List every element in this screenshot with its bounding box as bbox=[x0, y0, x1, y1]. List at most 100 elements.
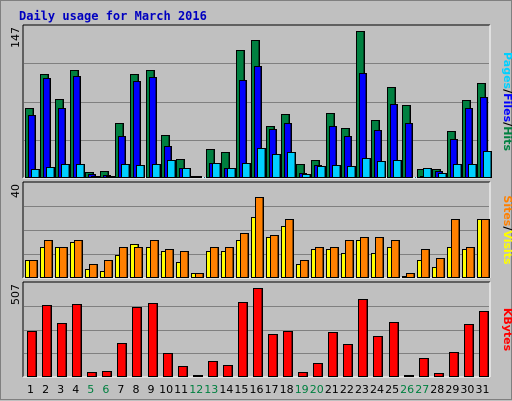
bar-kbytes-day-28 bbox=[434, 373, 444, 377]
legend-kbytes: KBytes bbox=[501, 308, 512, 352]
bar-kbytes-day-29 bbox=[449, 352, 459, 377]
bar-pages-day-23 bbox=[362, 158, 371, 178]
legend-sites: Sites bbox=[501, 195, 512, 226]
bar-pages-day-7 bbox=[121, 164, 130, 178]
bar-sites-day-22 bbox=[345, 240, 354, 278]
bar-sites-day-30 bbox=[466, 247, 475, 278]
bar-pages-day-25 bbox=[393, 160, 402, 178]
legend-pages: Pages bbox=[501, 52, 512, 90]
day-label-4: 4 bbox=[72, 383, 79, 396]
bar-sites-day-1 bbox=[29, 260, 38, 278]
bar-pages-day-2 bbox=[46, 167, 55, 178]
bar-pages-day-16 bbox=[257, 148, 266, 178]
bar-kbytes-day-21 bbox=[328, 332, 338, 377]
bar-kbytes-day-20 bbox=[313, 363, 323, 377]
bar-sites-day-27 bbox=[421, 249, 430, 278]
legend-separator: / bbox=[501, 226, 512, 231]
bar-sites-day-28 bbox=[436, 258, 445, 278]
day-label-7: 7 bbox=[117, 383, 124, 396]
bar-kbytes-day-5 bbox=[87, 372, 97, 377]
legend-visits: Visits bbox=[501, 230, 512, 265]
bar-pages-day-29 bbox=[453, 164, 462, 178]
bar-sites-day-15 bbox=[240, 233, 249, 278]
y-max-label: 40 bbox=[9, 184, 22, 198]
bar-sites-day-8 bbox=[134, 247, 143, 278]
bar-kbytes-day-11 bbox=[178, 366, 188, 377]
bar-kbytes-day-27 bbox=[419, 358, 429, 377]
bar-pages-day-3 bbox=[61, 164, 70, 178]
bar-kbytes-day-7 bbox=[117, 343, 127, 377]
bar-pages-day-14 bbox=[227, 168, 236, 178]
day-label-8: 8 bbox=[132, 383, 139, 396]
day-label-11: 11 bbox=[174, 383, 188, 396]
bar-kbytes-day-16 bbox=[253, 288, 263, 377]
bar-sites-day-14 bbox=[225, 247, 234, 278]
bar-sites-day-9 bbox=[150, 240, 159, 278]
bar-sites-day-11 bbox=[180, 251, 189, 278]
legend-hits_files_pages: Pages/Files/Hits bbox=[501, 52, 512, 151]
bar-kbytes-day-1 bbox=[27, 331, 37, 377]
bar-pages-day-18 bbox=[287, 152, 296, 178]
bar-kbytes-day-8 bbox=[132, 307, 142, 377]
bar-sites-day-20 bbox=[315, 247, 324, 278]
day-label-9: 9 bbox=[148, 383, 155, 396]
bar-pages-day-8 bbox=[136, 165, 145, 178]
bar-pages-day-9 bbox=[152, 164, 161, 178]
bar-kbytes-day-4 bbox=[72, 304, 82, 377]
bar-kbytes-day-2 bbox=[42, 305, 52, 377]
bar-pages-day-31 bbox=[483, 151, 492, 178]
bar-pages-day-5 bbox=[91, 176, 100, 178]
bar-kbytes-day-6 bbox=[102, 371, 112, 377]
bar-pages-day-4 bbox=[76, 164, 85, 178]
bar-kbytes-day-13 bbox=[208, 361, 218, 377]
bar-sites-day-2 bbox=[44, 240, 53, 278]
bar-kbytes-day-17 bbox=[268, 334, 278, 377]
day-label-26: 26 bbox=[400, 383, 414, 396]
bar-kbytes-day-3 bbox=[57, 323, 67, 377]
bar-kbytes-day-26 bbox=[404, 375, 414, 377]
day-label-17: 17 bbox=[265, 383, 279, 396]
day-label-10: 10 bbox=[159, 383, 173, 396]
legend-kbytes: KBytes bbox=[501, 308, 512, 352]
day-label-15: 15 bbox=[234, 383, 248, 396]
bar-pages-day-24 bbox=[377, 161, 386, 178]
bar-kbytes-day-24 bbox=[373, 336, 383, 377]
day-label-14: 14 bbox=[219, 383, 233, 396]
day-label-23: 23 bbox=[355, 383, 369, 396]
day-label-1: 1 bbox=[27, 383, 34, 396]
bar-kbytes-day-19 bbox=[298, 372, 308, 377]
day-label-27: 27 bbox=[415, 383, 429, 396]
bar-sites-day-31 bbox=[481, 219, 490, 278]
legend-visits_sites: Sites/Visits bbox=[501, 195, 512, 265]
bar-kbytes-day-9 bbox=[148, 303, 158, 377]
bar-kbytes-day-12 bbox=[193, 375, 203, 377]
legend-separator: / bbox=[501, 89, 512, 94]
bar-pages-day-17 bbox=[272, 154, 281, 178]
bar-sites-day-5 bbox=[89, 264, 98, 278]
bar-sites-day-16 bbox=[255, 197, 264, 278]
bar-sites-day-17 bbox=[270, 235, 279, 278]
bar-kbytes-day-23 bbox=[358, 299, 368, 377]
bar-pages-day-27 bbox=[423, 168, 432, 178]
bar-pages-day-30 bbox=[468, 164, 477, 178]
bar-pages-day-20 bbox=[317, 166, 326, 178]
day-label-5: 5 bbox=[87, 383, 94, 396]
y-max-label: 507 bbox=[9, 284, 22, 305]
bar-files-day-12 bbox=[194, 176, 202, 178]
bar-files-day-26 bbox=[405, 123, 413, 178]
day-label-28: 28 bbox=[430, 383, 444, 396]
bar-sites-day-6 bbox=[104, 260, 113, 278]
chart-title: Daily usage for March 2016 bbox=[19, 9, 207, 23]
bar-kbytes-day-15 bbox=[238, 302, 248, 377]
day-label-13: 13 bbox=[204, 383, 218, 396]
bar-kbytes-day-30 bbox=[464, 324, 474, 377]
bar-pages-day-6 bbox=[106, 176, 115, 178]
day-label-3: 3 bbox=[57, 383, 64, 396]
day-label-18: 18 bbox=[280, 383, 294, 396]
day-label-16: 16 bbox=[250, 383, 264, 396]
legend-files: Files bbox=[501, 93, 512, 123]
day-label-31: 31 bbox=[475, 383, 489, 396]
bar-sites-day-18 bbox=[285, 219, 294, 278]
day-label-25: 25 bbox=[385, 383, 399, 396]
